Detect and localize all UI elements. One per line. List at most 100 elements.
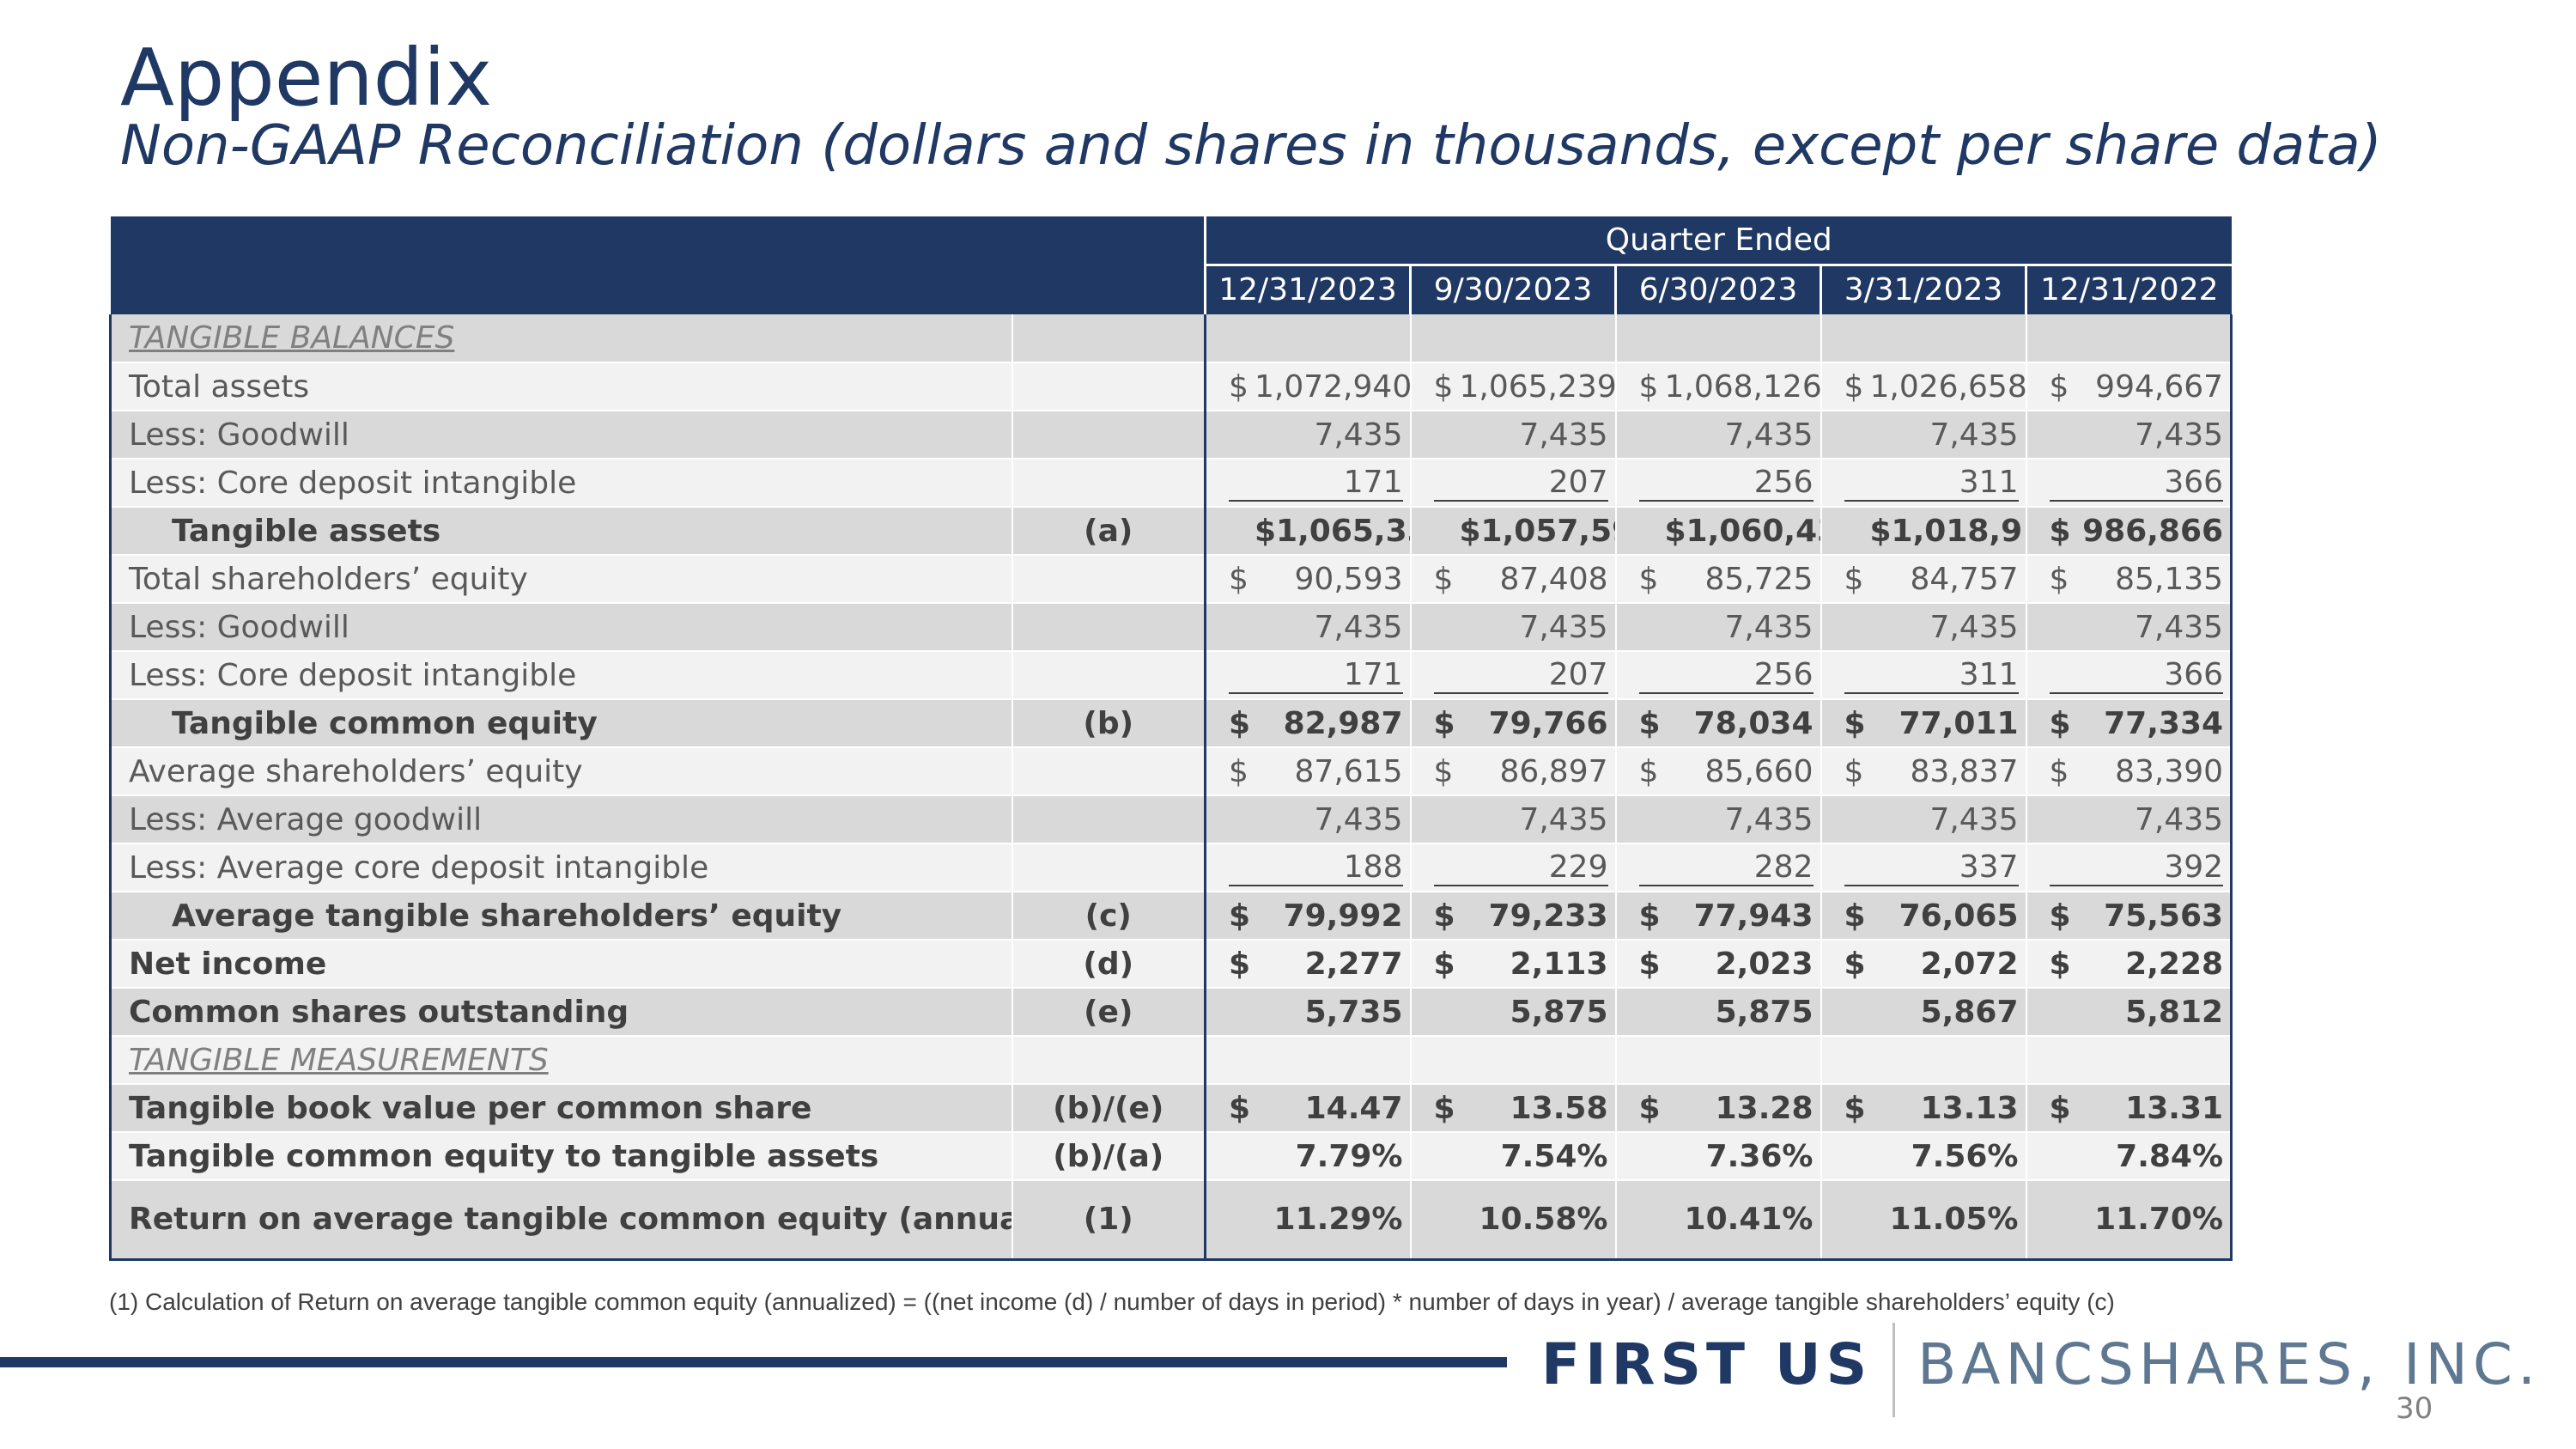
cell-value: 11.29% — [1273, 1202, 1403, 1238]
row-reference: (b)/(a) — [1011, 1132, 1206, 1181]
value-cell: 7,435 — [1820, 411, 2026, 460]
cell-value: 311 — [1959, 464, 2019, 500]
value-cell: 188 — [1204, 843, 1411, 892]
cell-value: 77,011 — [1899, 705, 2019, 741]
table-row: Average shareholders’ equity $87,615 $86,8… — [109, 747, 2233, 796]
value-cell: 282 — [1614, 843, 1821, 892]
value-cell: 311 — [1820, 651, 2026, 700]
cell-value: 366 — [2164, 464, 2224, 500]
currency-symbol: $ — [1638, 705, 1661, 741]
value-cell: 7,435 — [1204, 411, 1411, 460]
value-cell: 5,867 — [1820, 988, 2026, 1037]
cell-value: 82,987 — [1283, 705, 1403, 741]
cell-value: 90,593 — [1294, 561, 1403, 597]
value-cell: 7,435 — [1204, 603, 1411, 652]
cell-value: 85,660 — [1704, 753, 1814, 789]
row-reference — [1011, 843, 1206, 892]
value-cell: 207 — [1409, 459, 1616, 508]
value-cell — [1409, 1036, 1616, 1085]
cell-value: 84,757 — [1910, 561, 2019, 597]
value-cell: 7,435 — [2025, 795, 2233, 844]
currency-symbol: $ — [2049, 705, 2071, 741]
cell-value: 337 — [1959, 849, 2019, 885]
cell-value: 11.05% — [1889, 1202, 2019, 1238]
row-reference — [1011, 362, 1206, 411]
table-row: Average tangible shareholders’ equity (c)… — [109, 892, 2233, 941]
table-row: Tangible assets(a) $1,065,334 $1,057,597 $1… — [109, 507, 2233, 556]
table-row: Less: Average goodwill 7,435 7,435 7,435 7,4… — [109, 795, 2233, 844]
cell-value: 77,943 — [1693, 898, 1814, 934]
cell-value: 7,435 — [1519, 609, 1608, 645]
row-label: Less: Goodwill — [109, 411, 1012, 460]
value-cell: 10.41% — [1614, 1180, 1821, 1261]
cell-value: 7,435 — [1314, 417, 1403, 453]
currency-symbol: $ — [1844, 753, 1864, 789]
table-row: Less: Core deposit intangible 171 207 256 31… — [109, 651, 2233, 700]
cell-value: 7,435 — [1929, 417, 2019, 453]
value-cell: $1,065,239 — [1409, 362, 1616, 411]
value-cell: $13.31 — [2025, 1084, 2233, 1133]
cell-value: 7.54% — [1500, 1138, 1608, 1174]
cell-value: 7,435 — [2134, 801, 2224, 837]
value-cell: $78,034 — [1614, 699, 1821, 748]
cell-value: 188 — [1343, 849, 1403, 885]
value-cell: $75,563 — [2025, 892, 2233, 941]
row-label: TANGIBLE MEASUREMENTS — [109, 1036, 1012, 1085]
table-row: Return on average tangible common equity… — [109, 1180, 2233, 1261]
value-cell: $986,866 — [2025, 507, 2233, 556]
value-cell — [1820, 1036, 2026, 1085]
cell-value: 78,034 — [1693, 705, 1814, 741]
cell-value: 87,408 — [1499, 561, 1608, 597]
currency-symbol: $ — [1844, 705, 1866, 741]
cell-value: 1,065,239 — [1459, 368, 1616, 405]
row-reference: (b) — [1011, 699, 1206, 748]
currency-symbol: $ — [2049, 1090, 2071, 1126]
currency-symbol: $ — [2049, 513, 2071, 549]
value-cell: $79,233 — [1409, 892, 1616, 941]
value-cell: 7,435 — [2025, 603, 2233, 652]
cell-value: 2,228 — [2125, 946, 2224, 982]
cell-value: 5,875 — [1510, 994, 1608, 1030]
currency-symbol: $ — [1433, 368, 1454, 405]
currency-symbol: $ — [1844, 946, 1866, 982]
currency-symbol: $ — [2049, 753, 2069, 789]
table-row: Less: Core deposit intangible 171 207 256 31… — [109, 459, 2233, 508]
currency-symbol: $ — [2049, 898, 2071, 934]
cell-value: 994,667 — [2095, 368, 2224, 405]
value-cell — [1204, 314, 1411, 363]
cell-value: 1,072,940 — [1255, 368, 1411, 405]
cell-value: 7,435 — [1929, 609, 2019, 645]
currency-symbol: $ — [1229, 561, 1249, 597]
value-cell — [2025, 1036, 2233, 1085]
value-cell: 7,435 — [1820, 603, 2026, 652]
header-row-group: Quarter Ended — [110, 216, 2232, 314]
value-cell: 5,875 — [1409, 988, 1616, 1037]
value-cell: 11.29% — [1204, 1180, 1411, 1261]
cell-value: 7.56% — [1911, 1138, 2019, 1174]
value-cell: 311 — [1820, 459, 2026, 508]
value-cell: 11.05% — [1820, 1180, 2026, 1261]
row-label: Less: Average core deposit intangible — [109, 843, 1012, 892]
value-cell: $2,113 — [1409, 940, 1616, 989]
currency-symbol: $ — [1638, 898, 1661, 934]
row-reference — [1011, 555, 1206, 604]
currency-symbol: $ — [1229, 898, 1251, 934]
value-cell: $87,408 — [1409, 555, 1616, 604]
value-cell — [1614, 1036, 1821, 1085]
page-title: Appendix — [120, 32, 493, 124]
cell-value: 5,735 — [1304, 994, 1403, 1030]
table-row: Total assets $1,072,940 $1,065,239 $1,068,1… — [109, 362, 2233, 411]
table-row: Common shares outstanding (e) 5,735 5,875 5,… — [109, 988, 2233, 1037]
value-cell: $85,725 — [1614, 555, 1821, 604]
value-cell: 229 — [1409, 843, 1616, 892]
table-row: TANGIBLE MEASUREMENTS — [109, 1036, 2233, 1085]
currency-symbol: $ — [1844, 898, 1866, 934]
cell-value: 5,867 — [1920, 994, 2019, 1030]
cell-value: $1,065,334 — [1255, 513, 1411, 549]
row-reference — [1011, 314, 1206, 363]
row-label: Less: Core deposit intangible — [109, 651, 1012, 700]
value-cell: 171 — [1204, 651, 1411, 700]
value-cell: $994,667 — [2025, 362, 2233, 411]
cell-value: 171 — [1343, 464, 1403, 500]
page-number: 30 — [2396, 1391, 2433, 1426]
